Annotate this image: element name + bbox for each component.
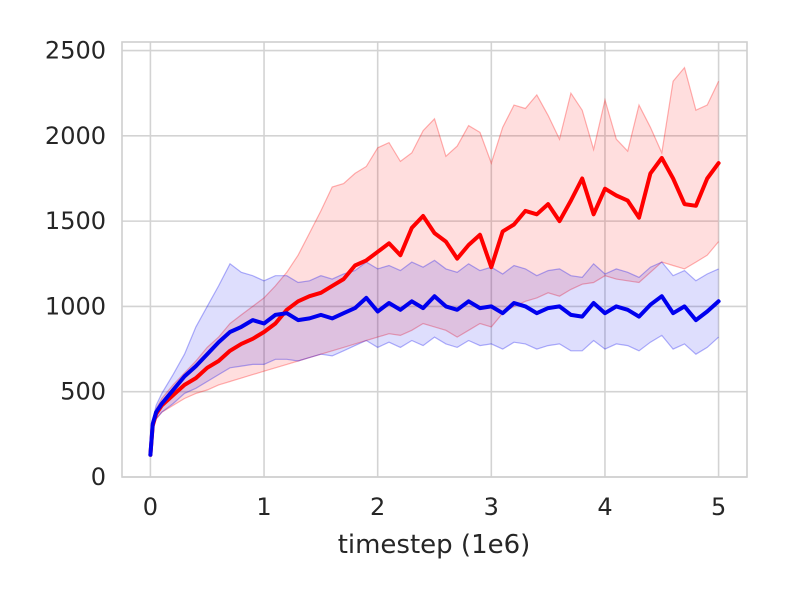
x-tick-label: 4	[597, 493, 612, 521]
series-band-upper-edge	[149, 66, 720, 454]
series-band-upper-edge	[149, 259, 719, 454]
x-tick-label: 3	[484, 493, 499, 521]
y-tick-labels: 0 500 1000 1500 2000 2500	[45, 37, 106, 491]
y-tick-label: 500	[60, 378, 106, 406]
y-tick-label: 1500	[45, 207, 106, 235]
x-tick-label: 2	[370, 493, 385, 521]
series-lines	[148, 156, 721, 457]
y-tick-label: 0	[91, 463, 106, 491]
series-line	[148, 294, 721, 457]
x-tick-labels: 0 1 2 3 4 5	[143, 493, 726, 521]
x-axis-label: timestep (1e6)	[338, 530, 531, 560]
y-tick-label: 2500	[45, 37, 106, 65]
series-line	[148, 156, 721, 457]
series-band-lower-edge	[149, 241, 720, 457]
y-tick-label: 1000	[45, 292, 106, 320]
plot-frame	[121, 41, 748, 478]
confidence-bands	[149, 66, 720, 457]
series-band-lower-edge	[149, 334, 720, 457]
x-tick-label: 0	[143, 493, 158, 521]
x-tick-label: 1	[256, 493, 271, 521]
grid	[122, 42, 747, 478]
x-tick-label: 5	[711, 493, 726, 521]
y-tick-label: 2000	[45, 122, 106, 150]
series-band	[150, 67, 719, 457]
series-band	[150, 260, 719, 457]
